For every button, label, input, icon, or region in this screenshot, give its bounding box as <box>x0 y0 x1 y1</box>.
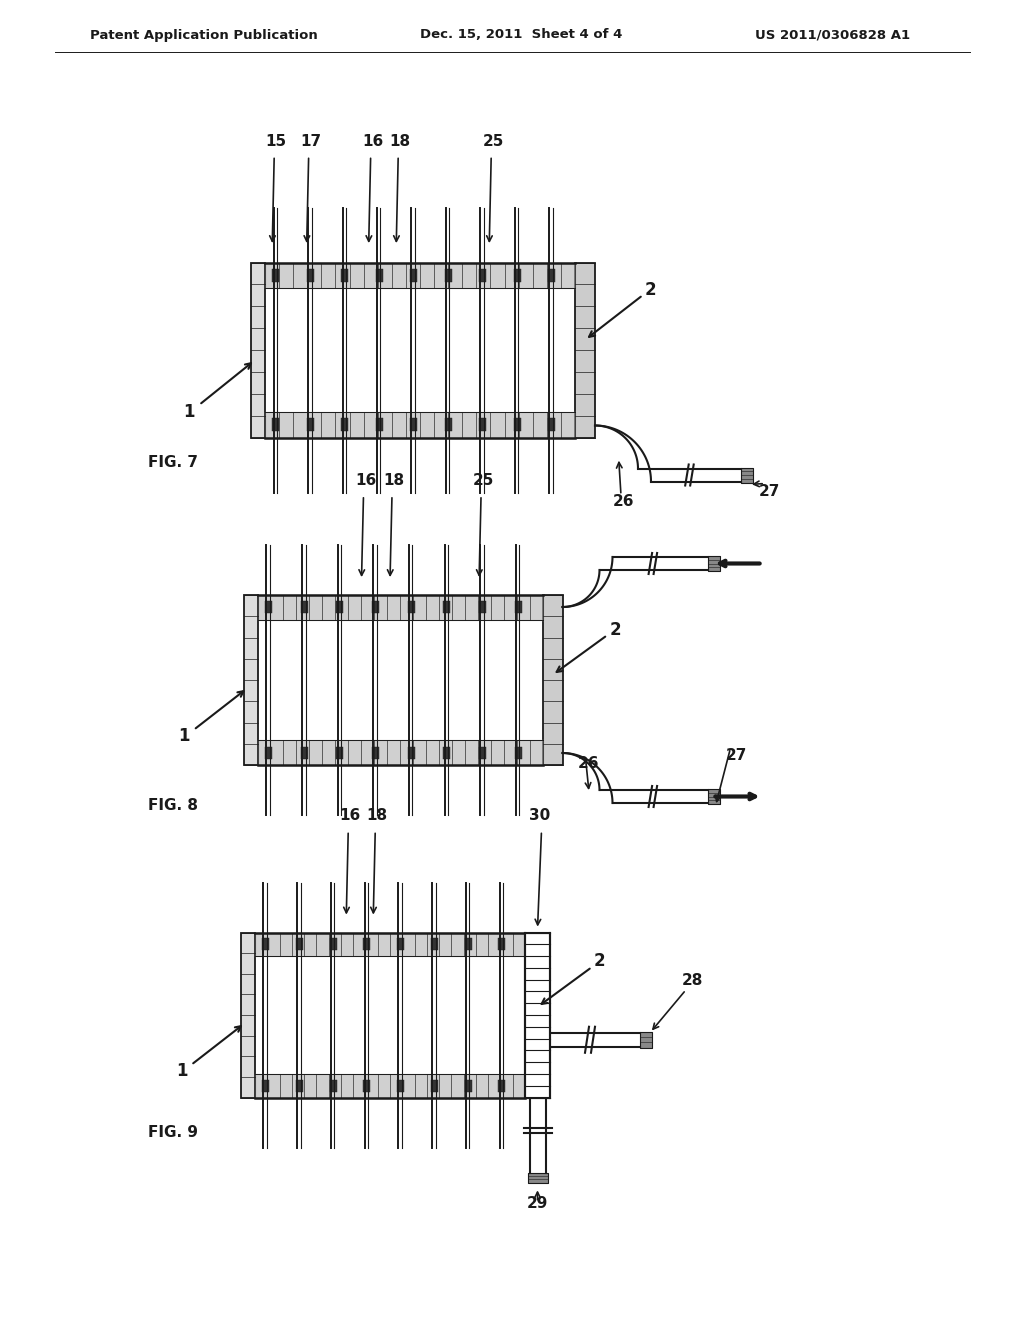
Bar <box>408 747 415 759</box>
Bar <box>527 1172 548 1183</box>
Bar <box>307 269 313 281</box>
Text: 30: 30 <box>528 808 550 824</box>
Bar <box>262 939 269 950</box>
Bar <box>525 932 550 1097</box>
Text: FIG. 7: FIG. 7 <box>148 455 198 470</box>
Bar <box>513 269 520 281</box>
Bar <box>513 418 520 432</box>
Bar <box>307 418 313 432</box>
Bar <box>251 263 265 437</box>
Bar <box>741 467 753 483</box>
Text: 28: 28 <box>682 973 703 987</box>
Bar <box>262 1080 269 1092</box>
Bar <box>376 418 383 432</box>
Text: 1: 1 <box>178 727 190 744</box>
Text: 2: 2 <box>609 620 622 639</box>
Bar <box>301 747 308 759</box>
Bar <box>372 601 379 614</box>
Text: 16: 16 <box>340 808 360 824</box>
Bar <box>364 939 371 950</box>
Bar <box>443 747 451 759</box>
Bar <box>708 556 720 572</box>
Bar <box>265 747 272 759</box>
Text: 1: 1 <box>176 1063 187 1080</box>
Bar <box>465 1080 472 1092</box>
Bar <box>364 1080 371 1092</box>
Text: 16: 16 <box>355 473 376 488</box>
Text: 26: 26 <box>613 494 635 508</box>
Bar <box>443 601 451 614</box>
Text: 29: 29 <box>526 1196 548 1210</box>
Bar <box>479 747 486 759</box>
Text: 1: 1 <box>183 403 195 421</box>
Text: 26: 26 <box>578 756 599 771</box>
Text: 25: 25 <box>482 133 504 149</box>
Text: 27: 27 <box>725 748 746 763</box>
Bar <box>411 269 417 281</box>
Bar <box>499 939 506 950</box>
Bar <box>244 595 257 766</box>
Text: 27: 27 <box>759 483 780 499</box>
Bar <box>376 269 383 281</box>
Bar <box>337 747 343 759</box>
Bar <box>575 263 595 437</box>
Text: 16: 16 <box>362 133 383 149</box>
Bar <box>465 939 472 950</box>
Bar <box>241 932 255 1097</box>
Bar <box>411 418 417 432</box>
Bar <box>708 789 720 804</box>
Bar <box>296 939 303 950</box>
Bar <box>372 747 379 759</box>
Bar <box>337 601 343 614</box>
Bar <box>431 939 438 950</box>
Text: FIG. 8: FIG. 8 <box>148 797 198 813</box>
Bar <box>479 418 486 432</box>
Bar <box>431 1080 438 1092</box>
Bar <box>272 418 280 432</box>
Bar <box>444 418 452 432</box>
Text: 2: 2 <box>594 952 605 970</box>
Bar <box>408 601 415 614</box>
Bar <box>515 601 521 614</box>
Bar <box>397 939 404 950</box>
Bar <box>265 601 272 614</box>
Bar <box>543 595 562 766</box>
Bar <box>479 601 486 614</box>
Text: 18: 18 <box>383 473 404 488</box>
Text: 25: 25 <box>472 473 494 488</box>
Text: US 2011/0306828 A1: US 2011/0306828 A1 <box>755 29 910 41</box>
Text: 15: 15 <box>265 133 287 149</box>
Text: 17: 17 <box>300 133 322 149</box>
Bar <box>397 1080 404 1092</box>
Bar <box>548 269 555 281</box>
Bar <box>272 269 280 281</box>
Bar <box>515 747 521 759</box>
Text: 18: 18 <box>390 133 411 149</box>
Bar <box>525 932 550 1097</box>
Bar <box>548 418 555 432</box>
Text: Patent Application Publication: Patent Application Publication <box>90 29 317 41</box>
Bar <box>296 1080 303 1092</box>
Bar <box>479 269 486 281</box>
Text: FIG. 9: FIG. 9 <box>148 1125 198 1140</box>
Bar <box>341 269 348 281</box>
Text: 18: 18 <box>367 808 388 824</box>
Bar <box>330 939 337 950</box>
Bar <box>640 1032 652 1048</box>
Bar <box>444 269 452 281</box>
Text: Dec. 15, 2011  Sheet 4 of 4: Dec. 15, 2011 Sheet 4 of 4 <box>420 29 623 41</box>
Text: 2: 2 <box>645 281 656 300</box>
Bar <box>330 1080 337 1092</box>
Bar <box>341 418 348 432</box>
Bar <box>301 601 308 614</box>
Bar <box>499 1080 506 1092</box>
